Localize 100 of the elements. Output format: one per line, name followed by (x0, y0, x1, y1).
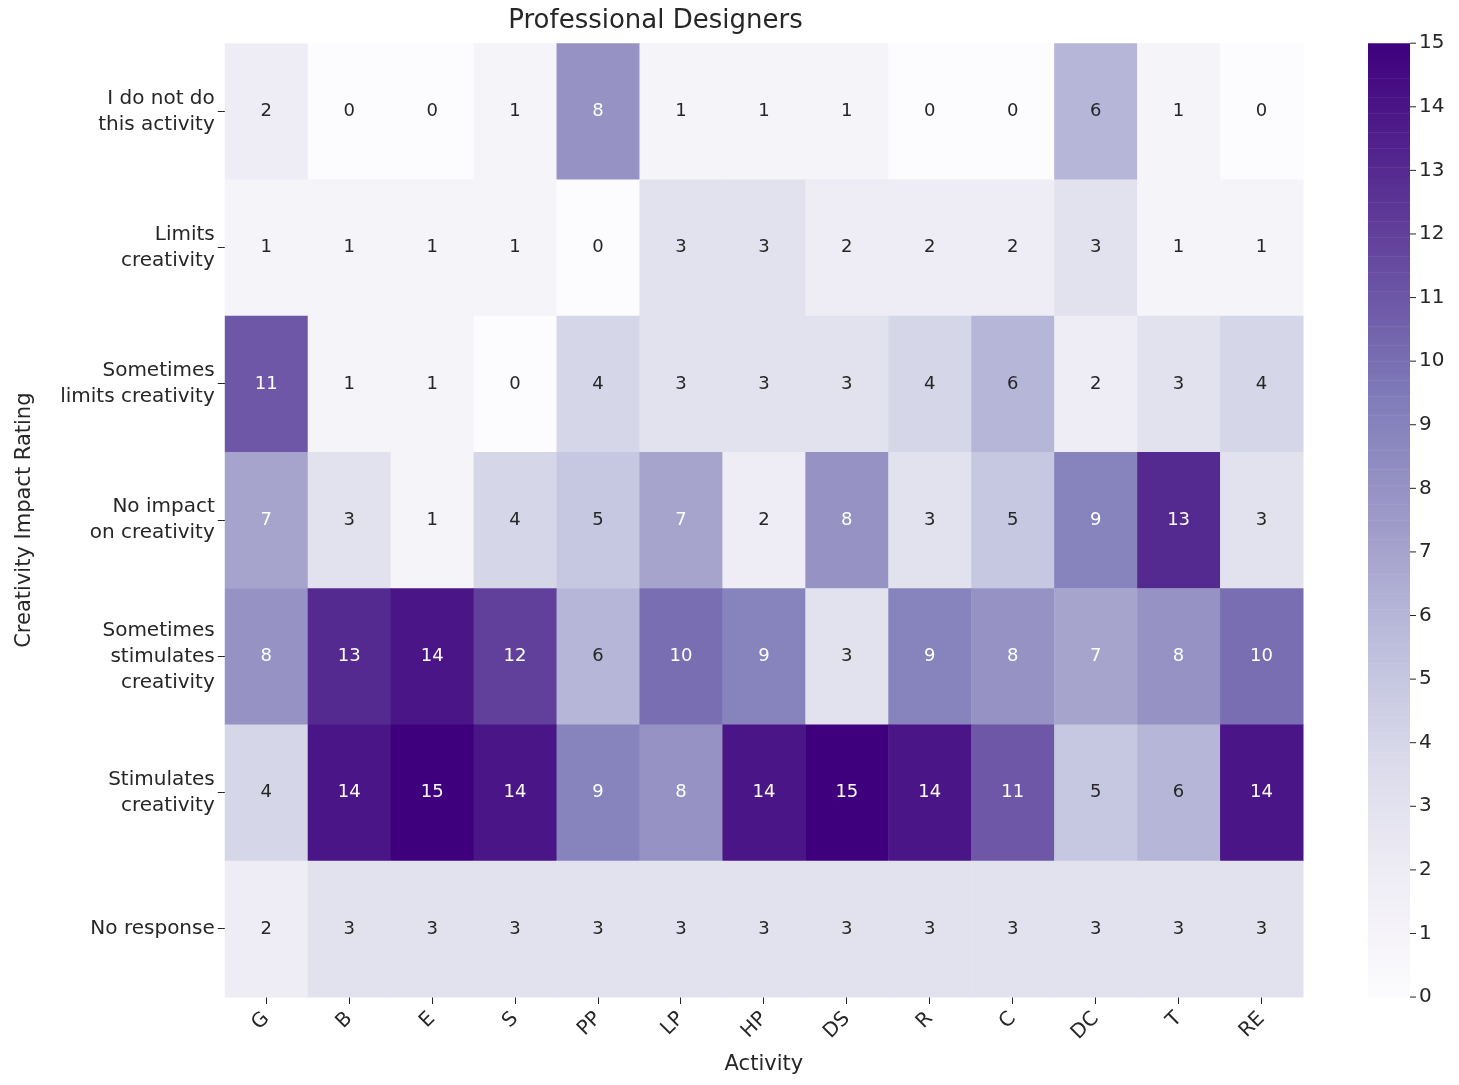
data-label: 1 (260, 235, 272, 257)
data-label: 1 (343, 235, 355, 257)
data-label: 1 (509, 99, 521, 121)
data-label: 3 (675, 235, 687, 257)
data-label: 3 (924, 507, 936, 529)
data-label: 7 (675, 507, 687, 529)
data-label: 10 (669, 644, 693, 666)
data-label: 6 (1089, 99, 1102, 121)
color-bar-label: 12 (1419, 220, 1445, 245)
data-label: 2 (1089, 371, 1102, 393)
y-tick-label: I do not do this activity (98, 84, 215, 135)
data-label: 3 (1255, 507, 1268, 529)
color-bar-label: 2 (1419, 856, 1432, 881)
data-label: 8 (1006, 644, 1019, 666)
color-bar-label: 8 (1419, 474, 1432, 499)
data-label: 2 (1006, 235, 1019, 257)
data-label: 3 (841, 371, 853, 393)
data-label: 13 (1167, 507, 1191, 529)
data-label: 1 (675, 99, 687, 121)
data-label: 8 (841, 507, 853, 529)
data-label: 4 (509, 507, 521, 529)
data-label: 12 (503, 644, 527, 666)
data-label: 3 (1089, 235, 1102, 257)
data-label: 1 (343, 371, 355, 393)
data-label: 8 (260, 644, 272, 666)
data-label: 1 (426, 235, 438, 257)
y-axis-title: Creativity Impact Rating (11, 392, 36, 648)
x-tick-label: T (1159, 1005, 1187, 1033)
chart-title: Professional Designers (508, 4, 803, 35)
data-label: 6 (592, 644, 604, 666)
data-label: 8 (1172, 644, 1185, 666)
data-label: 2 (260, 99, 272, 121)
y-tick-label: Sometimes stimulates creativity (102, 616, 215, 693)
data-label: 2 (924, 235, 936, 257)
data-label: 6 (1006, 371, 1019, 393)
color-bar-label: 1 (1419, 919, 1432, 944)
data-label: 3 (1089, 916, 1102, 938)
x-tick-label: RE (1233, 1005, 1269, 1042)
data-label: 4 (1255, 371, 1268, 393)
data-label: 9 (924, 644, 936, 666)
data-label: 0 (343, 99, 355, 121)
data-label: 3 (1255, 916, 1268, 938)
data-label: 14 (420, 644, 444, 666)
data-label: 14 (503, 780, 527, 802)
x-tick-label: G (245, 1005, 274, 1034)
data-label: 7 (1089, 644, 1102, 666)
data-label: 3 (509, 916, 521, 938)
data-label: 1 (426, 507, 438, 529)
data-label: 3 (343, 916, 355, 938)
data-label: 14 (1250, 780, 1273, 802)
x-tick-label: R (910, 1005, 938, 1033)
data-label: 3 (1172, 371, 1185, 393)
color-bar-label: 13 (1419, 156, 1445, 181)
data-label: 3 (675, 371, 687, 393)
data-label: 3 (758, 371, 770, 393)
data-label: 14 (752, 780, 776, 802)
data-label: 3 (758, 235, 770, 257)
data-label: 8 (592, 99, 604, 121)
data-label: 3 (343, 507, 355, 529)
data-label: 7 (260, 507, 272, 529)
data-label: 3 (1172, 916, 1185, 938)
x-tick-label: HP (734, 1005, 772, 1042)
color-bar-label: 14 (1419, 92, 1445, 117)
x-tick-label: C (993, 1005, 1020, 1033)
data-label: 3 (592, 916, 604, 938)
data-label: 0 (1006, 99, 1019, 121)
data-label: 9 (592, 780, 604, 802)
data-label: 5 (592, 507, 604, 529)
data-label: 15 (835, 780, 859, 802)
color-bar-label: 4 (1419, 728, 1432, 753)
color-bar-label: 5 (1419, 665, 1432, 690)
data-label: 3 (924, 916, 936, 938)
data-label: 4 (260, 780, 272, 802)
data-label: 1 (1255, 235, 1268, 257)
y-tick-label: Sometimes limits creativity (60, 357, 215, 408)
data-label: 1 (426, 371, 438, 393)
data-label: 13 (337, 644, 361, 666)
data-label: 10 (1250, 644, 1273, 666)
data-label: 5 (1089, 780, 1102, 802)
data-label: 1 (758, 99, 770, 121)
data-label: 9 (1089, 507, 1102, 529)
x-tick-label: E (413, 1005, 440, 1032)
data-label: 3 (675, 916, 687, 938)
data-label: 5 (1006, 507, 1019, 529)
y-tick-label: Stimulates creativity (108, 765, 215, 816)
color-bar-label: 0 (1419, 983, 1432, 1008)
data-label: 1 (841, 99, 853, 121)
color-bar-label: 3 (1419, 792, 1432, 817)
data-label: 15 (420, 780, 444, 802)
data-label: 3 (758, 916, 770, 938)
data-label: 3 (841, 916, 853, 938)
data-label: 2 (841, 235, 853, 257)
color-bar-label: 7 (1419, 538, 1432, 563)
y-tick-label: Limits creativity (120, 220, 215, 271)
data-label: 0 (426, 99, 438, 121)
data-label: 6 (1172, 780, 1185, 802)
x-tick-label: B (329, 1005, 357, 1033)
x-tick-label: PP (571, 1005, 606, 1040)
x-tick-label: S (496, 1005, 523, 1032)
color-bar-label: 9 (1419, 410, 1432, 435)
